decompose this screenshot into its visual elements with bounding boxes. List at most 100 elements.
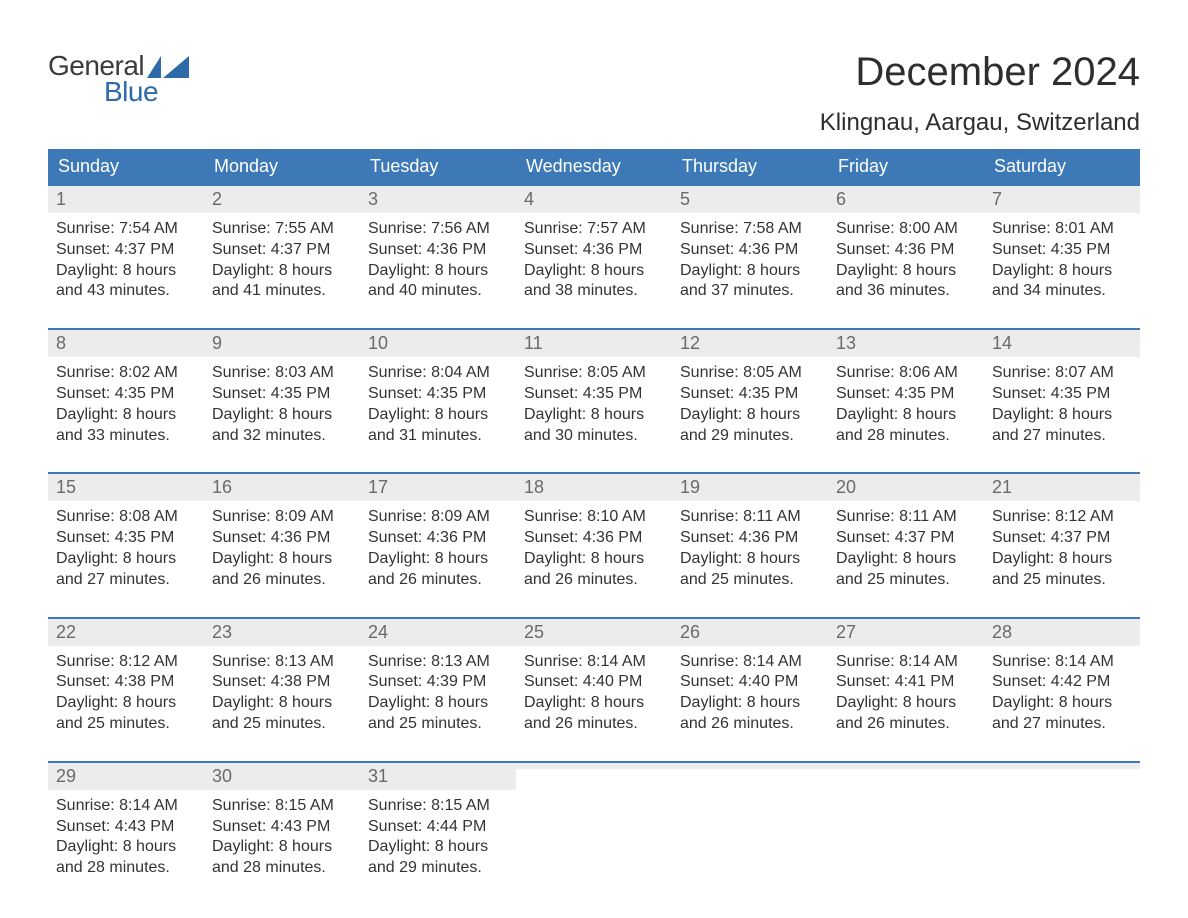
day-number: 17 — [368, 477, 388, 497]
calendar: SundayMondayTuesdayWednesdayThursdayFrid… — [48, 149, 1140, 883]
day-body: Sunrise: 7:54 AMSunset: 4:37 PMDaylight:… — [48, 213, 204, 306]
day-d2: and 29 minutes. — [368, 858, 508, 879]
day-sunset: Sunset: 4:36 PM — [680, 240, 820, 261]
day-sunset: Sunset: 4:35 PM — [836, 384, 976, 405]
day-body: Sunrise: 8:06 AMSunset: 4:35 PMDaylight:… — [828, 357, 984, 450]
day-body: Sunrise: 8:04 AMSunset: 4:35 PMDaylight:… — [360, 357, 516, 450]
day-number-row — [516, 763, 672, 769]
day-number-row: 31 — [360, 763, 516, 790]
day-cell — [516, 763, 672, 883]
day-d2: and 27 minutes. — [56, 570, 196, 591]
day-number: 10 — [368, 333, 388, 353]
week-row: 22Sunrise: 8:12 AMSunset: 4:38 PMDayligh… — [48, 617, 1140, 739]
day-number-row: 7 — [984, 186, 1140, 213]
day-cell: 8 Sunrise: 8:02 AMSunset: 4:35 PMDaylight… — [48, 330, 204, 450]
day-body: Sunrise: 8:02 AMSunset: 4:35 PMDaylight:… — [48, 357, 204, 450]
day-number-row: 24 — [360, 619, 516, 646]
day-sunrise: Sunrise: 8:03 AM — [212, 363, 352, 384]
day-header: Friday — [828, 149, 984, 184]
day-d2: and 26 minutes. — [524, 714, 664, 735]
day-number-row: 22 — [48, 619, 204, 646]
day-d1: Daylight: 8 hours — [368, 549, 508, 570]
day-body: Sunrise: 8:12 AMSunset: 4:38 PMDaylight:… — [48, 646, 204, 739]
day-number: 1 — [56, 189, 66, 209]
day-d1: Daylight: 8 hours — [992, 405, 1132, 426]
day-d1: Daylight: 8 hours — [56, 405, 196, 426]
day-body: Sunrise: 8:14 AMSunset: 4:42 PMDaylight:… — [984, 646, 1140, 739]
day-number-row: 26 — [672, 619, 828, 646]
day-cell: 31Sunrise: 8:15 AMSunset: 4:44 PMDayligh… — [360, 763, 516, 883]
day-sunrise: Sunrise: 8:05 AM — [680, 363, 820, 384]
day-body: Sunrise: 8:13 AMSunset: 4:39 PMDaylight:… — [360, 646, 516, 739]
day-body: Sunrise: 8:07 AMSunset: 4:35 PMDaylight:… — [984, 357, 1140, 450]
day-sunset: Sunset: 4:43 PM — [212, 817, 352, 838]
day-number: 13 — [836, 333, 856, 353]
day-d1: Daylight: 8 hours — [368, 693, 508, 714]
day-sunrise: Sunrise: 8:06 AM — [836, 363, 976, 384]
day-cell: 19Sunrise: 8:11 AMSunset: 4:36 PMDayligh… — [672, 474, 828, 594]
day-number-row: 18 — [516, 474, 672, 501]
day-number-row: 20 — [828, 474, 984, 501]
day-number: 18 — [524, 477, 544, 497]
day-cell: 24Sunrise: 8:13 AMSunset: 4:39 PMDayligh… — [360, 619, 516, 739]
day-number: 6 — [836, 189, 846, 209]
day-d1: Daylight: 8 hours — [524, 405, 664, 426]
day-d2: and 29 minutes. — [680, 426, 820, 447]
day-sunset: Sunset: 4:44 PM — [368, 817, 508, 838]
day-d1: Daylight: 8 hours — [212, 405, 352, 426]
day-cell — [672, 763, 828, 883]
header: General Blue December 2024 Klingnau, Aar… — [48, 50, 1140, 137]
day-number-row: 5 — [672, 186, 828, 213]
day-d1: Daylight: 8 hours — [524, 549, 664, 570]
day-number: 7 — [992, 189, 1002, 209]
logo-text-blue: Blue — [104, 76, 158, 108]
day-number: 16 — [212, 477, 232, 497]
day-number: 8 — [56, 333, 66, 353]
day-sunset: Sunset: 4:35 PM — [212, 384, 352, 405]
day-header: Monday — [204, 149, 360, 184]
day-d1: Daylight: 8 hours — [680, 549, 820, 570]
day-sunrise: Sunrise: 7:56 AM — [368, 219, 508, 240]
day-d1: Daylight: 8 hours — [56, 261, 196, 282]
day-sunset: Sunset: 4:36 PM — [368, 528, 508, 549]
day-sunrise: Sunrise: 8:08 AM — [56, 507, 196, 528]
day-number-row — [984, 763, 1140, 769]
day-body: Sunrise: 7:57 AMSunset: 4:36 PMDaylight:… — [516, 213, 672, 306]
day-number-row: 14 — [984, 330, 1140, 357]
day-sunset: Sunset: 4:37 PM — [836, 528, 976, 549]
day-sunrise: Sunrise: 7:55 AM — [212, 219, 352, 240]
day-d2: and 25 minutes. — [836, 570, 976, 591]
day-d2: and 27 minutes. — [992, 426, 1132, 447]
day-d2: and 38 minutes. — [524, 281, 664, 302]
day-sunrise: Sunrise: 7:58 AM — [680, 219, 820, 240]
day-number: 27 — [836, 622, 856, 642]
day-header: Wednesday — [516, 149, 672, 184]
day-d1: Daylight: 8 hours — [680, 693, 820, 714]
day-body: Sunrise: 8:15 AMSunset: 4:44 PMDaylight:… — [360, 790, 516, 883]
day-d2: and 30 minutes. — [524, 426, 664, 447]
day-d2: and 26 minutes. — [836, 714, 976, 735]
day-number-row — [672, 763, 828, 769]
day-d2: and 33 minutes. — [56, 426, 196, 447]
day-d2: and 28 minutes. — [836, 426, 976, 447]
day-sunrise: Sunrise: 8:14 AM — [680, 652, 820, 673]
day-d2: and 34 minutes. — [992, 281, 1132, 302]
day-number: 5 — [680, 189, 690, 209]
day-body: Sunrise: 8:14 AMSunset: 4:43 PMDaylight:… — [48, 790, 204, 883]
day-number: 21 — [992, 477, 1012, 497]
day-d2: and 31 minutes. — [368, 426, 508, 447]
day-d1: Daylight: 8 hours — [212, 693, 352, 714]
day-body: Sunrise: 8:00 AMSunset: 4:36 PMDaylight:… — [828, 213, 984, 306]
day-number-row: 23 — [204, 619, 360, 646]
day-number-row: 4 — [516, 186, 672, 213]
day-d2: and 27 minutes. — [992, 714, 1132, 735]
day-cell: 14Sunrise: 8:07 AMSunset: 4:35 PMDayligh… — [984, 330, 1140, 450]
day-cell: 28Sunrise: 8:14 AMSunset: 4:42 PMDayligh… — [984, 619, 1140, 739]
day-d1: Daylight: 8 hours — [836, 405, 976, 426]
day-sunrise: Sunrise: 8:14 AM — [992, 652, 1132, 673]
day-number: 15 — [56, 477, 76, 497]
day-cell: 4Sunrise: 7:57 AMSunset: 4:36 PMDaylight… — [516, 186, 672, 306]
day-cell: 6 Sunrise: 8:00 AMSunset: 4:36 PMDaylight… — [828, 186, 984, 306]
day-sunrise: Sunrise: 8:02 AM — [56, 363, 196, 384]
day-sunset: Sunset: 4:40 PM — [680, 672, 820, 693]
